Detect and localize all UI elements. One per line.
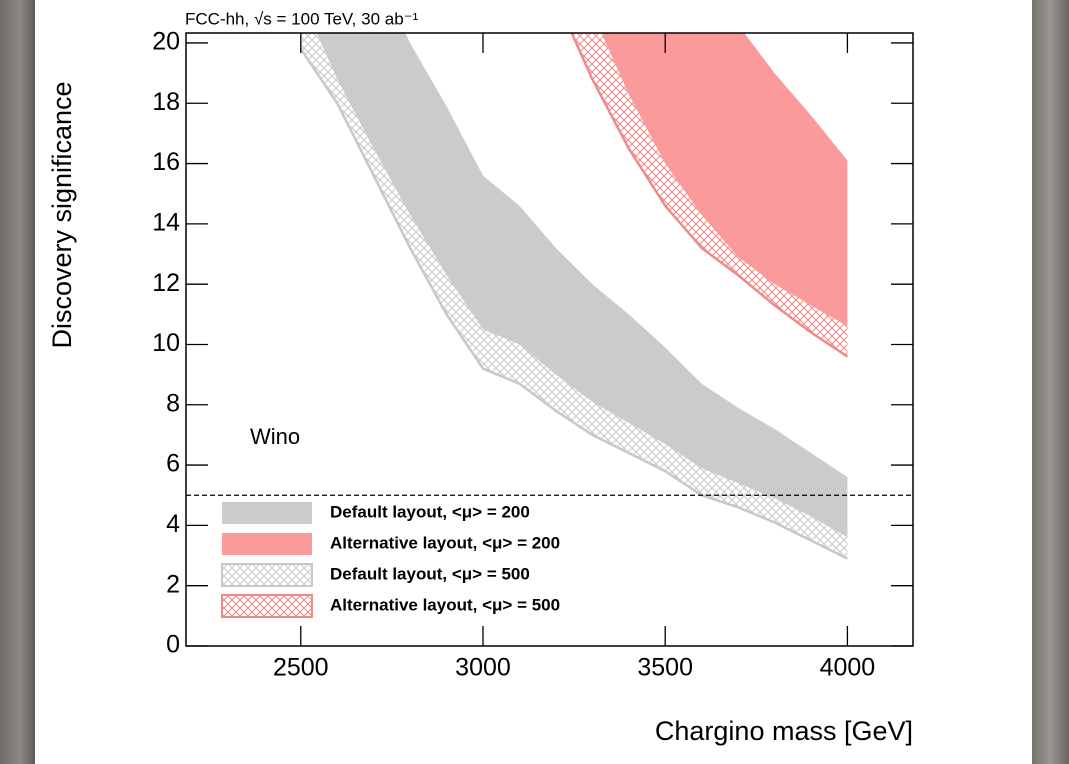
y-tick-label: 16: [152, 148, 180, 176]
legend-swatch: [221, 594, 313, 618]
band: [316, 33, 848, 538]
x-tick-label: 2500: [273, 654, 329, 682]
y-tick-label: 4: [166, 510, 180, 538]
y-tick-label: 6: [166, 450, 180, 478]
x-axis-title: Chargino mass [GeV]: [655, 716, 913, 746]
band: [571, 33, 848, 357]
legend-label: Default layout, <μ> = 200: [330, 502, 530, 521]
y-tick-label: 8: [166, 389, 180, 417]
y-axis-title: Discovery significance: [47, 81, 77, 348]
y-tick-label: 12: [152, 269, 180, 297]
y-tick-label: 0: [166, 631, 180, 659]
y-tick-label: 20: [152, 28, 180, 56]
x-tick-label: 3500: [637, 654, 693, 682]
legend-swatch: [221, 563, 313, 587]
y-tick-label: 10: [152, 329, 180, 357]
legend-label: Alternative layout, <μ> = 500: [330, 595, 560, 614]
plot-frame: [185, 32, 914, 647]
band-edge: [299, 48, 848, 560]
plot-area: [299, 33, 849, 560]
x-tick-label: 3000: [455, 654, 511, 682]
x-tick-label: 4000: [820, 654, 876, 682]
annotation: Wino: [250, 424, 300, 449]
y-tick-label: 2: [166, 570, 180, 598]
legend-label: Default layout, <μ> = 500: [330, 564, 530, 583]
band-edge: [570, 33, 849, 358]
legend-label: Alternative layout, <μ> = 200: [330, 533, 560, 552]
y-tick-label: 18: [152, 88, 180, 116]
legend-swatch: [222, 502, 312, 524]
band: [601, 33, 848, 327]
chart-title: FCC-hh, √s = 100 TeV, 30 ab⁻¹: [185, 9, 419, 28]
legend-swatch: [222, 533, 312, 555]
y-tick-label: 14: [152, 208, 180, 236]
